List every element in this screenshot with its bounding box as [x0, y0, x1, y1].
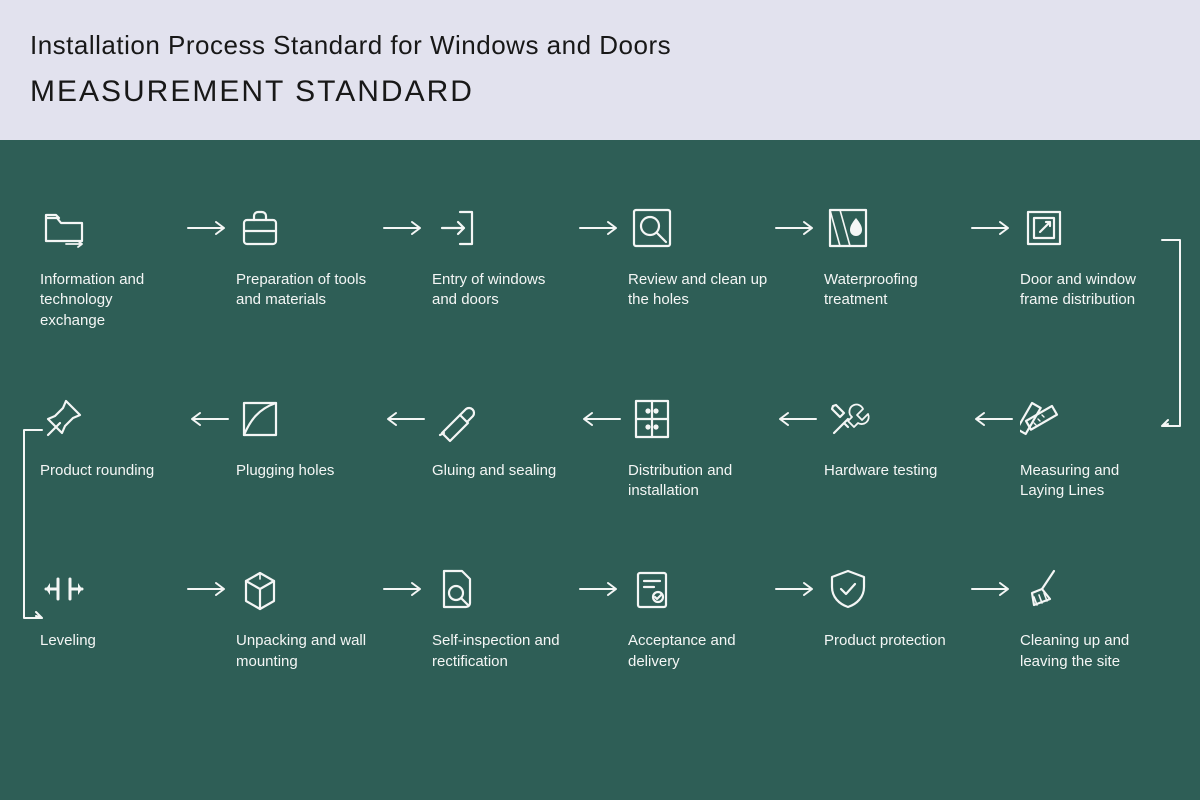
arrow-right-icon	[770, 561, 822, 617]
pushpin-icon	[40, 391, 180, 447]
shield-icon	[824, 561, 964, 617]
flow-step: Entry of windows and doors	[432, 200, 572, 311]
briefcase-icon	[236, 200, 376, 256]
flow-step: Review and clean up the holes	[628, 200, 768, 311]
step-label: Gluing and sealing	[432, 461, 572, 481]
arrow-right-icon	[966, 200, 1018, 256]
ruler-cross-icon	[1020, 391, 1160, 447]
arrow-left-icon	[182, 391, 234, 447]
waterproof-icon	[824, 200, 964, 256]
step-label: Cleaning up and leaving the site	[1020, 631, 1160, 672]
step-label: Preparation of tools and materials	[236, 270, 376, 311]
level-icon	[40, 561, 180, 617]
delivery-icon	[628, 561, 768, 617]
flow-step: Leveling	[40, 561, 180, 651]
step-label: Measuring and Laying Lines	[1020, 461, 1160, 502]
row-connector	[1160, 238, 1186, 433]
flow-step: Hardware testing	[824, 391, 964, 481]
step-label: Distribution and installation	[628, 461, 768, 502]
arrow-right-icon	[378, 561, 430, 617]
frame-dist-icon	[1020, 200, 1160, 256]
step-label: Door and window frame distribution	[1020, 270, 1160, 311]
step-label: Self-inspection and rectification	[432, 631, 572, 672]
flow-row-1: Measuring and Laying Lines Hardware testi…	[40, 391, 1160, 502]
step-label: Information and technology exchange	[40, 270, 180, 331]
plug-hole-icon	[236, 391, 376, 447]
door-entry-icon	[432, 200, 572, 256]
flow-step: Cleaning up and leaving the site	[1020, 561, 1160, 672]
flow-step: Door and window frame distribution	[1020, 200, 1160, 311]
step-label: Plugging holes	[236, 461, 376, 481]
arrow-left-icon	[770, 391, 822, 447]
folder-icon	[40, 200, 180, 256]
step-label: Review and clean up the holes	[628, 270, 768, 311]
flow-step: Product rounding	[40, 391, 180, 481]
arrow-right-icon	[770, 200, 822, 256]
flow-row-2: Leveling Unpacking and wall mounting Self-…	[40, 561, 1160, 672]
arrow-left-icon	[378, 391, 430, 447]
flow-step: Product protection	[824, 561, 964, 651]
flow-step: Self-inspection and rectification	[432, 561, 572, 672]
arrow-right-icon	[966, 561, 1018, 617]
flow-step: Waterproofing treatment	[824, 200, 964, 311]
header-region: Installation Process Standard for Window…	[0, 0, 1200, 140]
step-label: Product protection	[824, 631, 964, 651]
step-label: Entry of windows and doors	[432, 270, 572, 311]
unpack-icon	[236, 561, 376, 617]
step-label: Acceptance and delivery	[628, 631, 768, 672]
arrow-right-icon	[574, 561, 626, 617]
tools-icon	[824, 391, 964, 447]
flow-step: Measuring and Laying Lines	[1020, 391, 1160, 502]
page-title: Installation Process Standard for Window…	[30, 30, 1170, 61]
step-label: Unpacking and wall mounting	[236, 631, 376, 672]
magnifier-icon	[628, 200, 768, 256]
step-label: Leveling	[40, 631, 180, 651]
flow-step: Preparation of tools and materials	[236, 200, 376, 311]
page-subtitle: MEASUREMENT STANDARD	[30, 75, 1170, 109]
arrow-right-icon	[182, 561, 234, 617]
arrow-left-icon	[574, 391, 626, 447]
flow-step: Information and technology exchange	[40, 200, 180, 331]
flow-step: Distribution and installation	[628, 391, 768, 502]
step-label: Hardware testing	[824, 461, 964, 481]
broom-icon	[1020, 561, 1160, 617]
arrow-left-icon	[966, 391, 1018, 447]
step-label: Waterproofing treatment	[824, 270, 964, 311]
flow-row-0: Information and technology exchange Prepa…	[40, 200, 1160, 331]
flowchart-region: Information and technology exchange Prepa…	[0, 140, 1200, 800]
arrow-right-icon	[182, 200, 234, 256]
cabinet-icon	[628, 391, 768, 447]
glue-icon	[432, 391, 572, 447]
inspect-icon	[432, 561, 572, 617]
flow-step: Gluing and sealing	[432, 391, 572, 481]
arrow-right-icon	[378, 200, 430, 256]
flow-step: Unpacking and wall mounting	[236, 561, 376, 672]
arrow-right-icon	[574, 200, 626, 256]
flow-step: Acceptance and delivery	[628, 561, 768, 672]
step-label: Product rounding	[40, 461, 180, 481]
flow-step: Plugging holes	[236, 391, 376, 481]
